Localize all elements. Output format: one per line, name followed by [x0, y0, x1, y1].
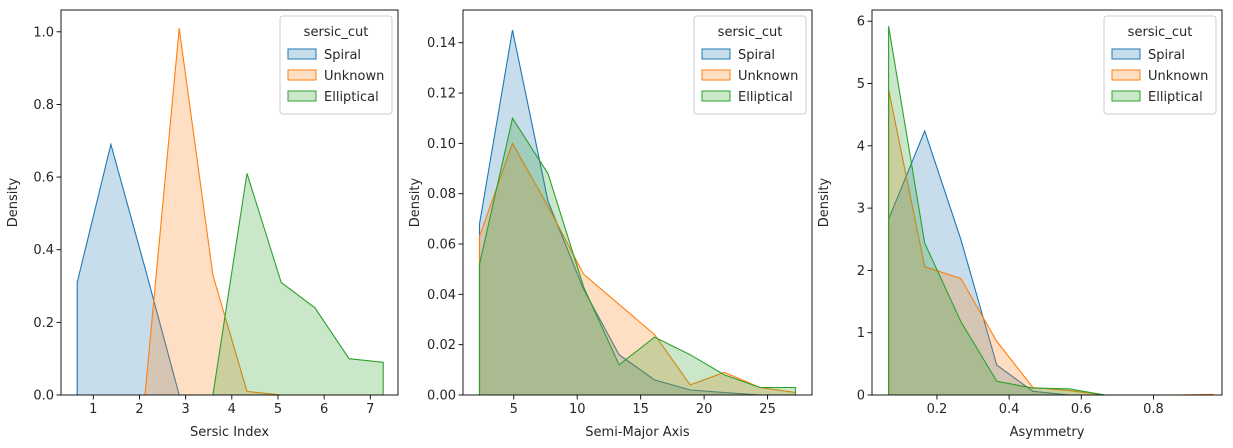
legend-swatch-spiral — [1111, 48, 1141, 60]
legend-swatch-unknown — [1111, 69, 1141, 81]
legend-label-unknown: Unknown — [738, 69, 798, 84]
chart-panel-3: 0.2 0.4 0.6 0.8 0 1 2 3 4 5 6 Asymmetry Density sersi… — [817, 9, 1223, 440]
plot-frame — [871, 9, 1223, 396]
y-tick-label: 0.10 — [427, 137, 456, 152]
y-axis-label: Density — [408, 177, 423, 227]
x-tick-label: 5 — [510, 402, 518, 417]
legend-box — [693, 15, 807, 115]
y-tick-label: 2 — [857, 264, 865, 279]
legend-label-spiral: Spiral — [1148, 48, 1185, 63]
area-fill-elliptical — [212, 173, 384, 395]
legend-swatch-spiral — [701, 48, 731, 60]
y-tick-label: 5 — [857, 77, 865, 92]
y-tick-label: 6 — [857, 15, 865, 30]
x-tick-label: 25 — [759, 402, 776, 417]
x-axis-label: Asymmetry — [1010, 425, 1085, 440]
legend-swatch-elliptical — [287, 90, 317, 102]
legend-label-unknown: Unknown — [1148, 69, 1208, 84]
series-elliptical — [478, 116, 797, 395]
area-fill-unknown — [479, 143, 796, 395]
area-fill-elliptical — [479, 118, 796, 395]
series-spiral — [478, 29, 796, 396]
x-tick-label: 0.8 — [1143, 402, 1164, 417]
area-fill-spiral — [888, 130, 1214, 395]
y-tick-label: 4 — [857, 139, 865, 154]
density-line-elliptical — [888, 26, 1106, 396]
x-tick-label: 3 — [182, 402, 190, 417]
y-tick-label: 0.04 — [427, 288, 456, 303]
y-tick-label: 0.14 — [427, 36, 456, 51]
y-tick-label: 0.02 — [427, 338, 456, 353]
legend-title: sersic_cut — [718, 25, 783, 40]
legend-label-unknown: Unknown — [324, 69, 384, 84]
y-tick-label: 0.00 — [427, 389, 456, 404]
x-axis-label: Semi-Major Axis — [585, 425, 690, 440]
x-tick-label: 7 — [366, 402, 374, 417]
area-fill-unknown — [145, 28, 384, 395]
y-tick-label: 0.2 — [33, 316, 54, 331]
legend-label-elliptical: Elliptical — [738, 90, 793, 105]
legend-label-elliptical: Elliptical — [324, 90, 379, 105]
x-tick-label: 15 — [632, 402, 649, 417]
y-tick-label: 0.0 — [33, 389, 54, 404]
x-axis-label: Sersic Index — [190, 425, 269, 440]
legend: sersic_cut Spiral Unknown Elliptical — [279, 15, 393, 115]
x-tick-label: 4 — [228, 402, 236, 417]
legend: sersic_cut Spiral Unknown Elliptical — [1103, 15, 1217, 115]
legend-label-elliptical: Elliptical — [1148, 90, 1203, 105]
x-tick-label: 6 — [320, 402, 328, 417]
y-tick-label: 1 — [857, 326, 865, 341]
legend-title: sersic_cut — [304, 25, 369, 40]
density-line-elliptical — [478, 116, 797, 395]
y-tick-label: 0.06 — [427, 238, 456, 253]
area-fill-elliptical — [888, 26, 1106, 395]
area-fill-spiral — [77, 144, 384, 395]
legend-label-spiral: Spiral — [738, 48, 775, 63]
series-elliptical — [888, 26, 1106, 396]
series-unknown — [478, 142, 797, 395]
y-tick-label: 0.8 — [33, 98, 54, 113]
y-tick-label: 0.4 — [33, 243, 54, 258]
x-tick-label: 0.4 — [999, 402, 1020, 417]
legend: sersic_cut Spiral Unknown Elliptical — [693, 15, 807, 115]
x-tick-label: 5 — [274, 402, 282, 417]
y-tick-label: 0.12 — [427, 87, 456, 102]
x-tick-label: 0.6 — [1071, 402, 1092, 417]
y-tick-label: 3 — [857, 202, 865, 217]
density-line-elliptical — [212, 173, 384, 396]
x-tick-label: 2 — [135, 402, 143, 417]
x-tick-label: 0.2 — [927, 402, 948, 417]
legend-swatch-elliptical — [1111, 90, 1141, 102]
legend-swatch-elliptical — [701, 90, 731, 102]
legend-swatch-unknown — [701, 69, 731, 81]
area-fill-unknown — [888, 89, 1214, 395]
x-tick-label: 20 — [696, 402, 713, 417]
y-tick-label: 1.0 — [33, 25, 54, 40]
y-tick-label: 0 — [857, 389, 865, 404]
plot-frame — [60, 9, 399, 396]
chart-panel-2: 5 10 15 20 25 0.00 0.02 0.04 0.06 0.08 0.10 0.12 0.1… — [408, 9, 813, 440]
legend-label-spiral: Spiral — [324, 48, 361, 63]
plot-frame — [462, 9, 813, 396]
x-tick-label: 1 — [89, 402, 97, 417]
density-line-spiral — [478, 29, 796, 396]
density-line-unknown — [478, 142, 797, 395]
y-axis-label: Density — [6, 177, 21, 227]
legend-title: sersic_cut — [1128, 25, 1193, 40]
legend-box — [1103, 15, 1217, 115]
x-tick-label: 10 — [569, 402, 586, 417]
legend-swatch-spiral — [287, 48, 317, 60]
legend-box — [279, 15, 393, 115]
y-tick-label: 0.6 — [33, 171, 54, 186]
chart-panel-1: 1 2 3 4 5 6 7 0.0 0.2 0.4 0.6 0.8 1.0 Sersic Index Den… — [6, 9, 399, 440]
legend-swatch-unknown — [287, 69, 317, 81]
y-tick-label: 0.08 — [427, 187, 456, 202]
area-fill-spiral — [479, 30, 796, 395]
y-axis-label: Density — [817, 177, 832, 227]
series-elliptical — [212, 173, 384, 396]
